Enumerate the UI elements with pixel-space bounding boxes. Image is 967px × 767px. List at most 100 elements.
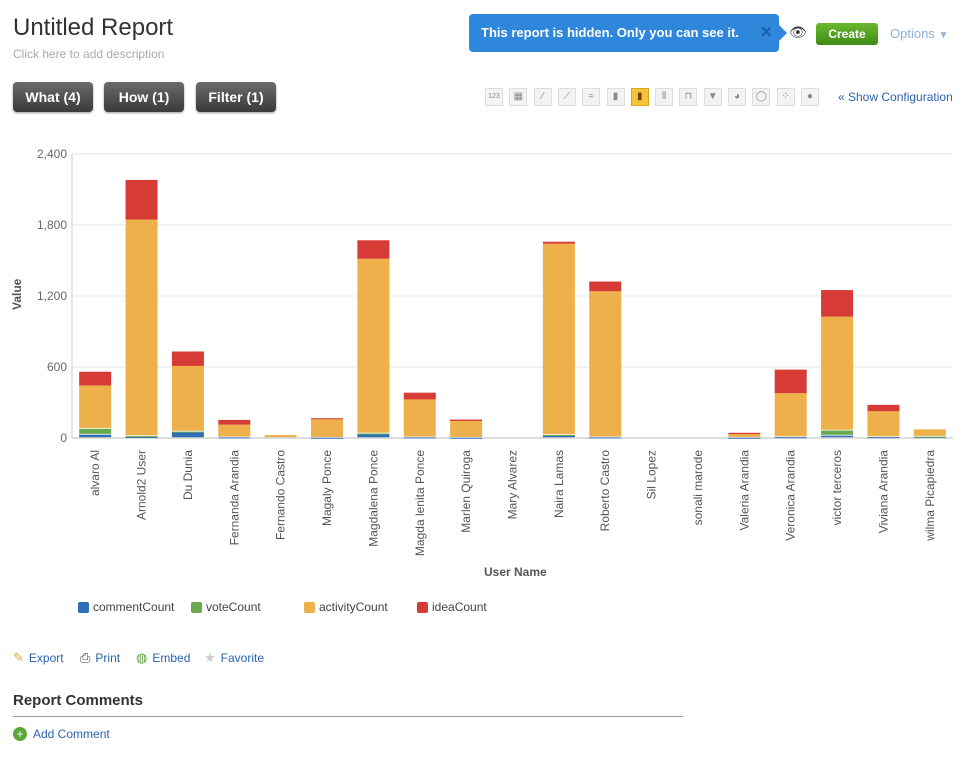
bar-ideaCount <box>867 404 900 412</box>
chevron-down-icon: ▼ <box>938 30 949 41</box>
hidden-eye-icon[interactable]: 👁 <box>789 24 807 40</box>
y-tick-label: 1,800 <box>37 218 67 232</box>
bar-activityCount <box>821 316 854 430</box>
bar-commentCount <box>171 431 204 438</box>
legend-activityCount[interactable]: activityCount <box>304 600 388 614</box>
x-tick-label: Magdalena Ponce <box>366 450 380 547</box>
line-area-icon[interactable]: ⟋ <box>557 88 576 106</box>
bar-activityCount <box>171 365 204 431</box>
bar-ideaCount <box>450 419 483 421</box>
create-button[interactable]: Create <box>816 23 878 45</box>
show-configuration-link[interactable]: « Show Configuration <box>838 90 953 104</box>
bar-ideaCount <box>774 369 807 394</box>
bar-ideaCount <box>218 419 251 425</box>
bar-activityCount <box>79 385 112 428</box>
bar-activityCount <box>542 243 575 435</box>
bar-ideaCount <box>171 351 204 366</box>
x-tick-label: alvaro Al <box>88 450 102 496</box>
bar-activityCount <box>867 411 900 437</box>
legend-ideaCount[interactable]: ideaCount <box>417 600 487 614</box>
embed-link[interactable]: ◍ Embed <box>136 650 191 665</box>
report-title[interactable]: Untitled Report <box>13 14 174 41</box>
bar-voteCount <box>171 431 204 433</box>
number-icon[interactable]: 123 <box>485 88 503 106</box>
x-tick-label: Viviana Arandia <box>876 450 890 534</box>
bar-commentCount <box>542 435 575 438</box>
grouped-bar-icon[interactable]: ⫴ <box>655 88 674 106</box>
bar-ideaCount <box>311 418 344 420</box>
x-tick-label: Veronica Arandia <box>784 450 798 541</box>
x-tick-label: Arnold2 User <box>135 450 149 520</box>
options-dropdown[interactable]: Options ▼ <box>890 26 948 41</box>
y-tick-label: 0 <box>60 431 67 445</box>
waterfall-icon[interactable]: ⊓ <box>679 88 698 106</box>
area-icon[interactable]: ≈ <box>582 88 601 106</box>
bar-commentCount <box>774 437 807 439</box>
x-tick-label: Sil Lopez <box>645 450 659 499</box>
legend-commentCount[interactable]: commentCount <box>78 600 174 614</box>
bar-commentCount <box>218 437 251 439</box>
print-link[interactable]: ⎙ Print <box>80 650 121 665</box>
bar-activityCount <box>774 393 807 437</box>
x-tick-label: wilma Picapiedra <box>923 450 937 542</box>
x-tick-label: Valeria Arandia <box>737 450 751 531</box>
x-tick-label: Magaly Ponce <box>320 450 334 526</box>
report-comments-heading: Report Comments <box>13 692 144 709</box>
plus-icon: + <box>13 727 27 741</box>
stacked-bar-icon[interactable]: ▮ <box>630 88 649 106</box>
bar-commentCount <box>403 437 436 439</box>
bar-voteCount <box>79 428 112 434</box>
bar-commentCount <box>728 437 761 439</box>
bar-ideaCount <box>125 179 158 220</box>
bar-ideaCount <box>79 371 112 386</box>
export-icon: ✎ <box>13 650 24 665</box>
bar-activityCount <box>311 418 344 437</box>
stacked-bar-chart: 0 600 1,200 1,800 2,400 alvaro Al Arnold2 User… <box>37 147 953 556</box>
add-comment-link[interactable]: + Add Comment <box>13 727 110 741</box>
table-icon[interactable]: ▦ <box>509 88 528 106</box>
x-tick-label: sonali marode <box>691 450 705 526</box>
close-icon[interactable]: ✕ <box>760 24 773 41</box>
bar-commentCount <box>450 437 483 439</box>
favorite-link[interactable]: ★ Favorite <box>204 650 265 665</box>
bar-activityCount <box>913 429 946 436</box>
y-axis-label: Value <box>10 278 24 310</box>
bar-activityCount <box>728 434 761 437</box>
funnel-icon[interactable]: ▼ <box>703 88 722 106</box>
x-tick-label: victor terceros <box>830 450 844 525</box>
x-tick-label: Fernanda Arandia <box>227 450 241 546</box>
bar-activityCount <box>264 435 297 438</box>
bar-voteCount <box>821 430 854 435</box>
bar-activityCount <box>218 424 251 437</box>
report-description[interactable]: Click here to add description <box>13 47 165 61</box>
x-tick-label: Marlen Quiroga <box>459 450 473 533</box>
hidden-notice: This report is hidden. Only you can see … <box>469 14 787 52</box>
bar-ideaCount <box>821 290 854 317</box>
bar-activityCount <box>357 258 390 433</box>
bar-commentCount <box>357 433 390 438</box>
y-tick-label: 1,200 <box>37 289 67 303</box>
bar-commentCount <box>821 435 854 438</box>
printer-icon: ⎙ <box>80 650 91 665</box>
export-link[interactable]: ✎ Export <box>13 650 64 665</box>
bar-voteCount <box>357 433 390 435</box>
what-button[interactable]: What (4) <box>13 82 93 112</box>
line-icon[interactable]: ∕ <box>533 88 552 106</box>
y-tick-label: 600 <box>47 360 67 374</box>
legend-voteCount[interactable]: voteCount <box>191 600 261 614</box>
bar-ideaCount <box>542 241 575 244</box>
filter-button[interactable]: Filter (1) <box>196 82 276 112</box>
x-tick-label: Magda lenita Ponce <box>413 450 427 556</box>
pie-icon[interactable]: ◕ <box>728 88 746 106</box>
globe-icon: ◍ <box>136 650 148 665</box>
scatter-icon[interactable]: ⁘ <box>776 88 795 106</box>
options-label: Options <box>890 26 935 41</box>
donut-icon[interactable]: ◯ <box>752 88 771 106</box>
bar-activityCount <box>403 399 436 437</box>
notice-text: This report is hidden. Only you can see … <box>481 25 739 40</box>
x-tick-label: Fernando Castro <box>274 450 288 540</box>
bubble-icon[interactable]: ● <box>800 88 819 106</box>
bar-icon[interactable]: ▮ <box>606 88 625 106</box>
bar-commentCount <box>125 437 158 439</box>
how-button[interactable]: How (1) <box>104 82 184 112</box>
